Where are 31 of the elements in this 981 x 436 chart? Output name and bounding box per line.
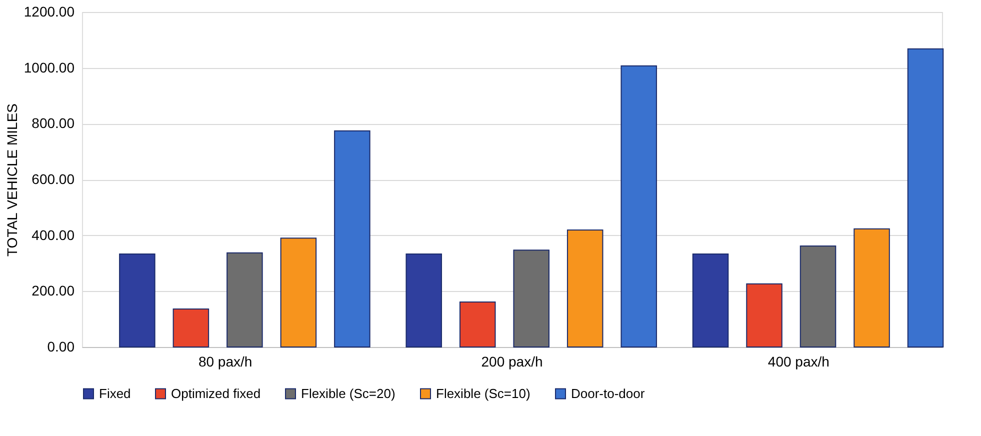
y-tick-label: 1200.00 [24,4,75,20]
bar [172,308,210,348]
x-tick-label: 400 pax/h [768,354,830,370]
legend-label: Flexible (Sc=20) [301,386,396,401]
y-tick-label: 0.00 [47,338,75,354]
y-tick-label: 400.00 [32,226,75,243]
bar [119,254,156,348]
bar [854,228,890,348]
x-tick-label: 200 pax/h [481,354,543,370]
legend-label: Optimized fixed [171,386,261,401]
bar [406,254,442,348]
y-tick-label: 600.00 [32,171,75,187]
bar [566,230,604,348]
bar [513,250,550,348]
legend-label: Door-to-door [571,386,646,401]
bar [459,302,496,348]
bar [226,252,263,348]
bar [746,283,782,348]
bar [907,48,944,348]
bar [620,65,657,348]
legend-label: Flexible (Sc=10) [436,386,530,401]
bar [800,245,836,348]
y-tick-label: 1000.00 [24,59,75,76]
y-axis-title: TOTAL VEHICLE MILES [4,103,20,257]
y-tick-label: 200.00 [32,282,75,299]
bar [692,254,729,348]
legend-label: Fixed [99,386,131,401]
y-tick-label: 800.00 [32,115,75,132]
x-tick-label: 80 pax/h [198,354,252,370]
bar [280,238,317,348]
bar [334,130,370,348]
